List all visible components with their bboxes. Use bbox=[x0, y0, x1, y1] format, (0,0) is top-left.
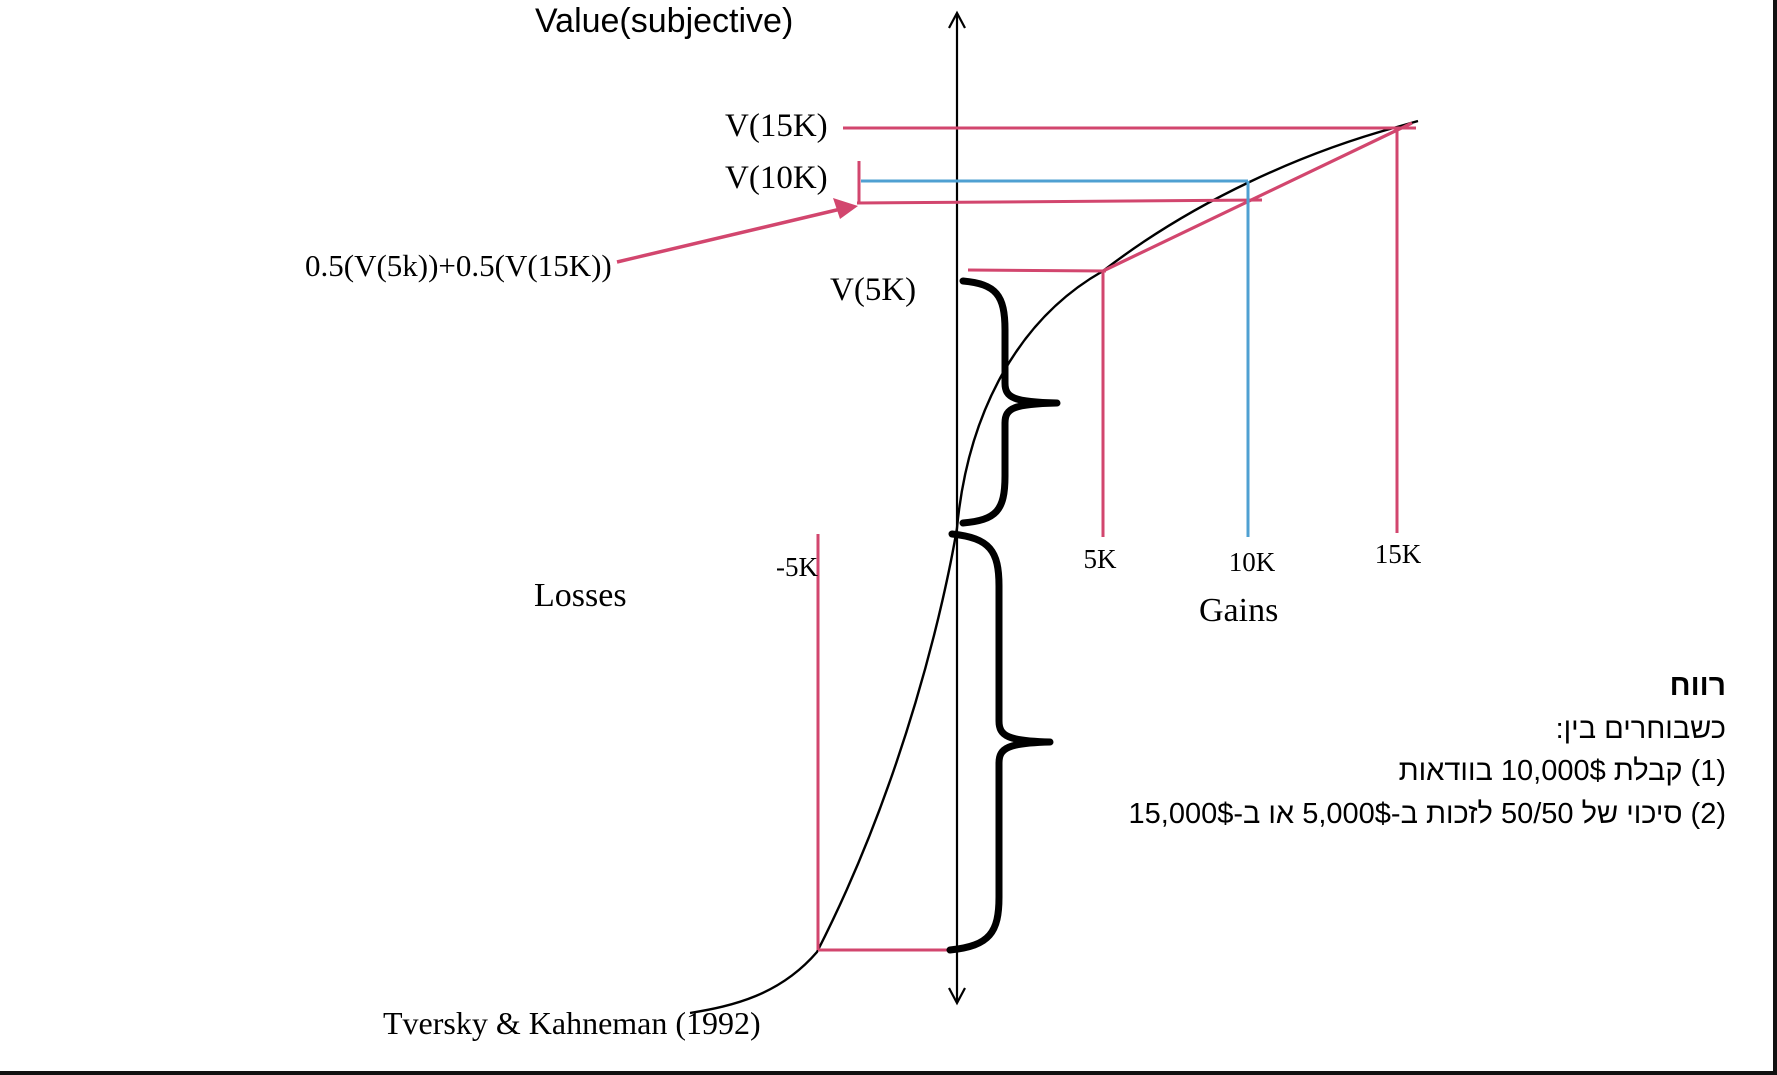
v5k-level-line bbox=[967, 268, 1107, 273]
x-label-5k: 5K bbox=[1083, 544, 1117, 574]
citation: Tversky & Kahneman (1992) bbox=[383, 1005, 761, 1041]
hebrew-note-line3: (2) סיכוי של 50/50 לזכות ב-5,000$ או ב-1… bbox=[1128, 798, 1727, 830]
v5k-label: V(5K) bbox=[830, 272, 917, 308]
loss-span-brace bbox=[946, 530, 1054, 954]
losses-label: Losses bbox=[534, 577, 627, 614]
chart-title: Value(subjective) bbox=[535, 2, 794, 40]
y-axis-down-arrow-icon bbox=[948, 987, 966, 1006]
gamble-expected-value-line bbox=[856, 198, 1263, 205]
mix-formula-label: 0.5(V(5k))+0.5(V(15K)) bbox=[305, 248, 612, 283]
annotation-arrow-head-icon bbox=[833, 198, 858, 219]
y-axis-up-arrow-icon bbox=[948, 10, 966, 29]
hebrew-note-line2: (1) קבלת 10,000$ בוודאות bbox=[1398, 755, 1726, 787]
v10k-label: V(10K) bbox=[725, 160, 828, 196]
x-label-15k: 15K bbox=[1374, 539, 1422, 569]
annotation-arrow-shaft bbox=[616, 206, 846, 264]
v15k-label: V(15K) bbox=[725, 108, 828, 144]
x-label-10k: 10K bbox=[1228, 547, 1276, 577]
x-label-neg5k: -5K bbox=[776, 552, 818, 582]
hebrew-note-title: רווח bbox=[1669, 669, 1726, 702]
gamble-chord-line bbox=[1102, 121, 1413, 273]
gains-label: Gains bbox=[1199, 592, 1279, 629]
gain-span-brace bbox=[959, 277, 1061, 527]
hebrew-note-line1: כשבוחרים בין: bbox=[1555, 713, 1726, 745]
value-curve bbox=[689, 119, 1419, 1015]
